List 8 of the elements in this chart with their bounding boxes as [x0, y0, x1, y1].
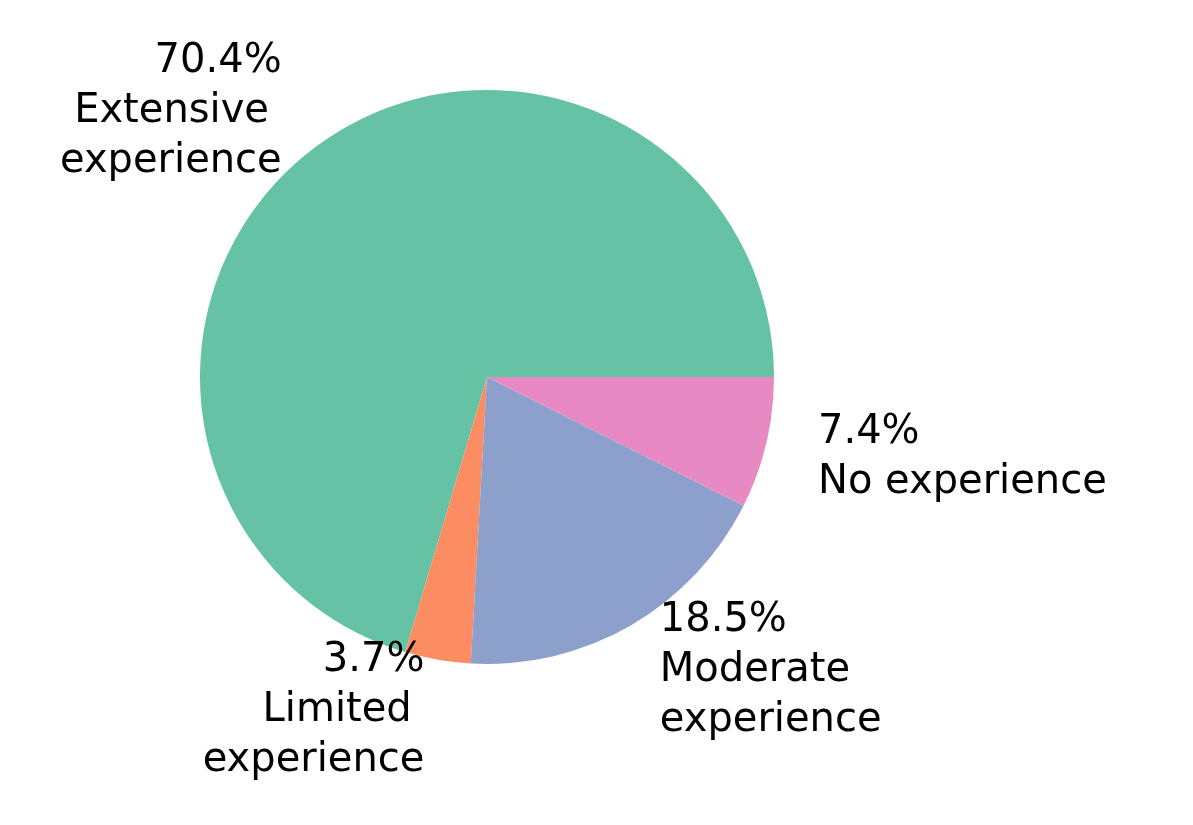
slice-label: Moderate experience: [659, 643, 882, 740]
data-label: 70.4%: [154, 35, 282, 82]
data-label: 7.4%: [817, 406, 920, 453]
data-label: 18.5%: [659, 593, 787, 640]
slice-label: Extensive experience: [60, 85, 282, 182]
data-label: 3.7%: [322, 634, 425, 681]
slice-label: Limited experience: [202, 684, 425, 781]
slice-label: No experience: [817, 456, 1107, 503]
